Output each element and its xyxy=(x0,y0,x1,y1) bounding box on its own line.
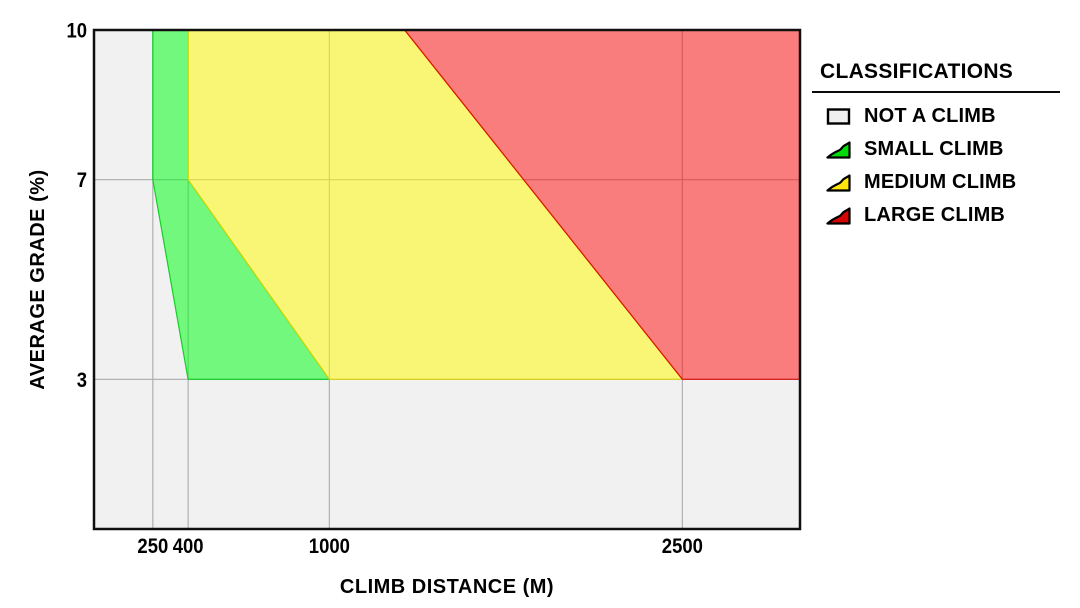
x-tick-label-250: 250 xyxy=(137,535,168,558)
large-climb-icon xyxy=(826,206,851,225)
legend-item-label: NOT A CLIMB xyxy=(864,104,996,127)
x-tick-label-2500: 2500 xyxy=(662,535,703,558)
y-axis-title: AVERAGE GRADE (%) xyxy=(27,169,49,389)
legend-item-label: LARGE CLIMB xyxy=(864,203,1006,226)
y-tick-label-10: 10 xyxy=(66,19,87,42)
legend-item-small-climb: SMALL CLIMB xyxy=(826,137,1060,160)
y-tick-label-7: 7 xyxy=(77,169,87,192)
legend-title: CLASSIFICATIONS xyxy=(812,60,1060,93)
x-tick-label-400: 400 xyxy=(173,535,204,558)
medium-climb-icon xyxy=(826,173,851,192)
small-climb-icon xyxy=(826,140,851,159)
x-tick-label-1000: 1000 xyxy=(309,535,350,558)
legend-item-medium-climb: MEDIUM CLIMB xyxy=(826,170,1060,193)
legend-item-not-a-climb: NOT A CLIMB xyxy=(826,104,1060,127)
legend-item-large-climb: LARGE CLIMB xyxy=(826,203,1060,226)
chart-legend: CLASSIFICATIONS NOT A CLIMB SMALL CLIMB … xyxy=(812,60,1060,238)
legend-item-label: MEDIUM CLIMB xyxy=(864,170,1017,193)
legend-item-label: SMALL CLIMB xyxy=(864,137,1004,160)
not-a-climb-square-icon xyxy=(826,107,851,125)
plot-border xyxy=(92,28,802,531)
y-tick-label-3: 3 xyxy=(77,369,87,392)
x-axis-title: CLIMB DISTANCE (M) xyxy=(340,576,554,598)
